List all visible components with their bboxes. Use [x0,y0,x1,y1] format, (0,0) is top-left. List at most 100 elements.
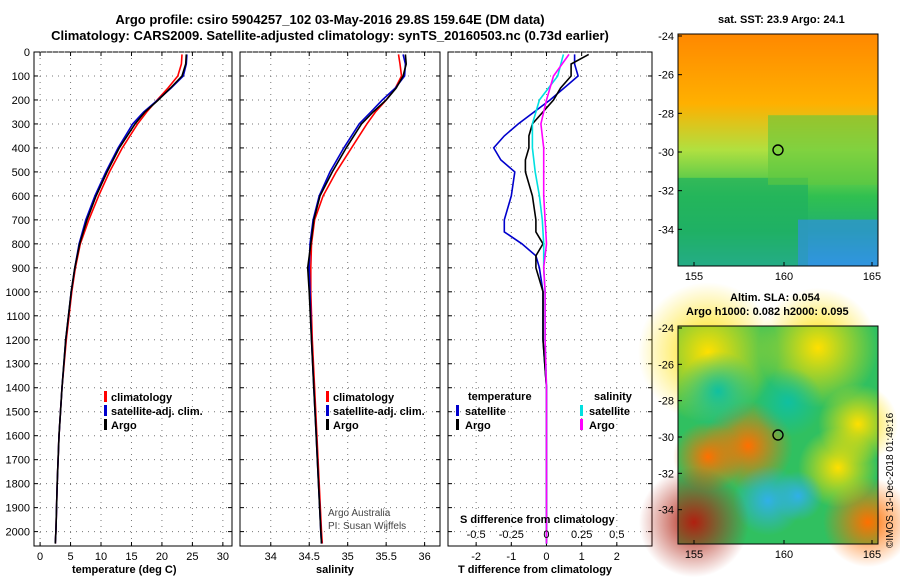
map-y-tick-label: -26 [658,70,674,82]
sal-legend-argo: Argo [326,419,359,432]
x-tick-label: 35.5 [375,551,396,563]
chart-title-line1: Argo profile: csiro 5904257_102 03-May-2… [115,12,545,27]
sla-map-title1: Altim. SLA: 0.054 [730,292,820,304]
x-tick-label: 20 [156,551,168,563]
y-tick-label: 800 [12,239,30,251]
y-tick-label: 1100 [6,311,30,323]
panel-frame [33,51,233,547]
y-tick-label: 2000 [6,527,30,539]
map-x-tick-label: 160 [775,271,793,283]
map-x-tick-label: 160 [775,549,793,561]
map-y-tick-label: -30 [658,432,674,444]
s-tick-label: 0.5 [609,529,624,541]
temperature-xlabel: temperature (deg C) [72,564,177,576]
map-y-tick-label: -24 [658,323,674,335]
salinity-xlabel: salinity [316,564,354,576]
map-x-tick-label: 165 [863,549,881,561]
temp-legend-climatology: climatology [104,391,172,404]
sal-legend-climatology: climatology [326,391,394,404]
map-y-tick-label: -26 [658,359,674,371]
map-y-tick-label: -30 [658,147,674,159]
y-tick-label: 400 [12,143,30,155]
diff-legend-temp-argo: Argo [456,419,491,432]
y-tick-label: 0 [24,47,30,59]
imos-timestamp: ©IMOS 13-Dec-2018 01:49:16 [885,412,896,548]
sla-blob [639,467,749,578]
s-tick-label: 0 [543,529,549,541]
diff-legend-temp-title: temperature [468,391,532,403]
map-sst: -24 -26 -28 -30 -32 -34 155 160 165 [658,31,881,283]
map-frame [677,33,879,267]
sla-map-title2: Argo h1000: 0.082 h2000: 0.095 [686,306,849,318]
x-tick-label: 25 [186,551,198,563]
x-tick-label: 1 [579,551,585,563]
chart-panel-salinity: 34 34.5 35 35.5 36 [239,51,441,563]
x-tick-label: 0 [543,551,549,563]
x-tick-label: -2 [471,551,481,563]
map-y-tick-label: -34 [658,505,674,517]
y-tick-label: 1400 [6,383,30,395]
diff-legend-sal-argo: Argo [580,419,615,432]
sla-blob [773,471,823,522]
chart-panel-temperature: 0100200300400500600700800900100011001200… [6,47,233,563]
x-tick-label: -1 [506,551,516,563]
sla-blob [753,367,823,438]
credit-line1: Argo Australia [328,508,391,519]
sst-patch-blue [798,219,878,266]
map-y-tick-label: -28 [658,108,674,120]
diff-legend-sal-satellite: satellite [580,405,630,418]
map-y-tick-label: -28 [658,396,674,408]
map-frame [677,325,879,545]
chart-title-line2: Climatology: CARS2009. Satellite-adjuste… [51,28,609,43]
y-tick-label: 900 [12,263,30,275]
map-y-tick-label: -24 [658,31,674,43]
map-x-tick-label: 165 [863,271,881,283]
diff-legend-sal-title: salinity [594,391,632,403]
panel-frame [239,51,441,547]
y-tick-label: 1800 [6,479,30,491]
y-tick-label: 1700 [6,455,30,467]
x-tick-label: 2 [614,551,620,563]
y-tick-label: 1500 [6,407,30,419]
x-tick-label: 36 [418,551,430,563]
sal-legend-satellite: satellite-adj. clim. [326,405,425,418]
map-sla: -24 -26 -28 -30 -32 -34 155 160 165 [638,282,900,578]
diff-legend-temp-satellite: satellite [456,405,506,418]
y-tick-label: 1200 [6,335,30,347]
x-tick-label: 34 [265,551,277,563]
tdiff-xlabel: T difference from climatology [458,564,613,576]
panel-frame [447,51,653,547]
map-y-tick-label: -34 [658,224,674,236]
y-tick-label: 1600 [6,431,30,443]
y-tick-label: 200 [12,95,30,107]
s-tick-label: 0.25 [571,529,592,541]
series-line-argo [54,54,188,544]
s-tick-label: -0.5 [467,529,486,541]
x-tick-label: 5 [67,551,73,563]
sst-patch-green [768,115,878,185]
y-tick-label: 100 [12,71,30,83]
x-tick-label: 0 [37,551,43,563]
x-tick-label: 15 [125,551,137,563]
y-tick-label: 300 [12,119,30,131]
map-y-tick-label: -32 [658,468,674,480]
y-tick-label: 1900 [6,503,30,515]
series-line-argo [306,54,408,544]
y-tick-label: 600 [12,191,30,203]
y-tick-label: 1300 [6,359,30,371]
map-x-tick-label: 155 [685,271,703,283]
x-tick-label: 35 [342,551,354,563]
argo-location-marker [772,429,784,441]
credit-line2: PI: Susan Wijffels [328,521,407,532]
temp-legend-satellite: satellite-adj. clim. [104,405,203,418]
y-tick-label: 700 [12,215,30,227]
sla-blob [678,351,758,432]
sst-map-title: sat. SST: 23.9 Argo: 24.1 [718,14,845,26]
y-tick-label: 500 [12,167,30,179]
s-tick-label: -0.25 [499,529,524,541]
argo-location-marker [772,144,784,156]
sdiff-xlabel: S difference from climatology [460,514,615,526]
x-tick-label: 10 [95,551,107,563]
temp-legend-argo: Argo [104,419,137,432]
